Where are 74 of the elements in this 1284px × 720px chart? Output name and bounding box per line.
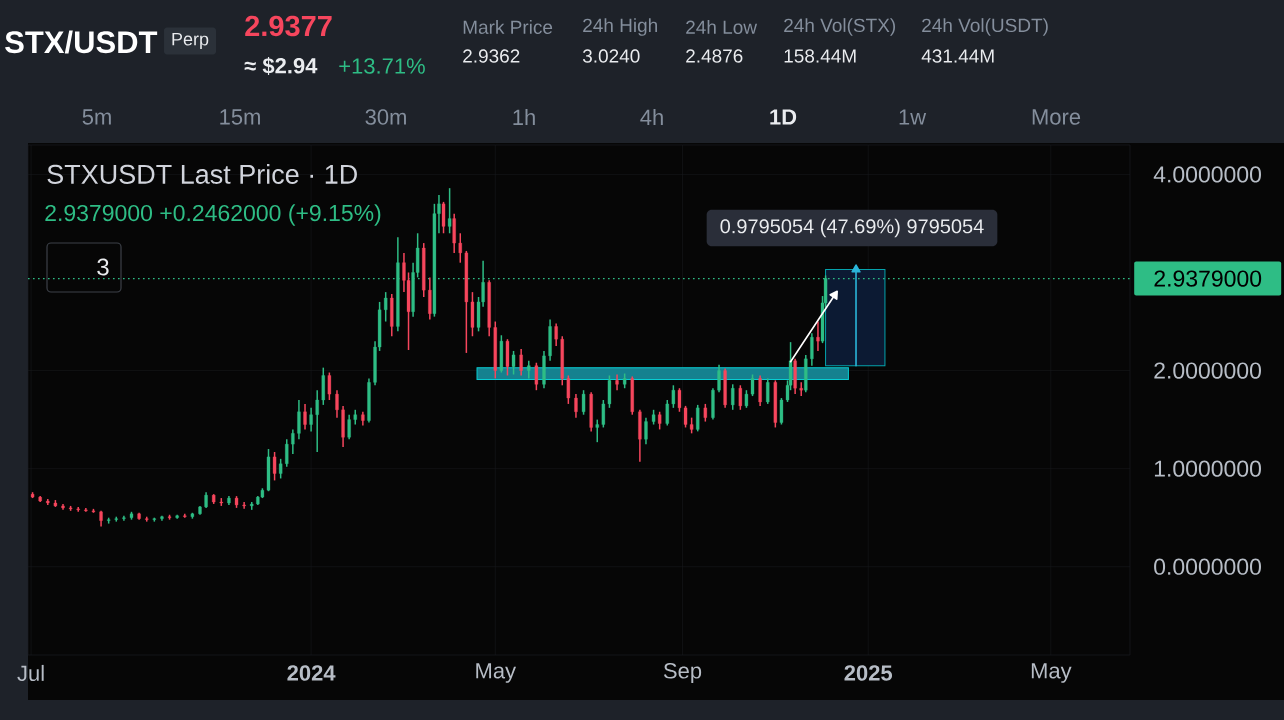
candlestick (810, 332, 814, 367)
candlestick (566, 374, 571, 405)
x-tick-label: May (1031, 663, 1072, 683)
text: ≈ $2.94 (244, 57, 318, 75)
candlestick (303, 403, 307, 431)
candlestick (458, 232, 462, 264)
text: 15m (220, 109, 260, 125)
annotation: 3 (97, 258, 109, 276)
candlestick (574, 393, 578, 419)
candlestick (717, 363, 721, 393)
text: 2.9377 (245, 15, 332, 37)
text: 3.0240 (582, 49, 640, 63)
y-tick-label: 2.0000000 (1154, 362, 1261, 379)
candlestick (766, 377, 770, 405)
candlestick (816, 320, 820, 352)
candlestick (581, 389, 586, 416)
y-tick-label: 4.0000000 (1153, 166, 1261, 183)
x-tick-label: Jul (17, 664, 44, 682)
annotation: 0.9795054 (47.69%) 9795054 (720, 218, 984, 238)
candlestick (554, 322, 558, 347)
text: More (1032, 109, 1081, 125)
candlestick (696, 404, 700, 433)
candlestick (285, 438, 289, 468)
text: 158.44M (784, 49, 856, 63)
text: 24h Low (686, 20, 758, 34)
candlestick (511, 350, 516, 376)
text: 431.44M (921, 49, 994, 63)
x-tick-label: May (476, 663, 517, 683)
candlestick (799, 381, 803, 397)
candlestick (519, 348, 523, 377)
text: Mark Price (463, 20, 553, 34)
candlestick (428, 276, 432, 321)
text: 24h Vol(STX) (784, 18, 896, 36)
x-tick-label: 2024 (287, 665, 336, 681)
text: 2.9362 (463, 49, 520, 63)
text: 1h (513, 109, 535, 125)
text: STXUSDT Last Price · 1D (47, 164, 357, 184)
candlestick (297, 399, 301, 440)
candlestick (335, 389, 339, 419)
candlestick (644, 416, 648, 445)
candlestick (315, 389, 319, 453)
candlestick (327, 371, 332, 401)
candlestick (595, 418, 599, 443)
text: 24h Vol(USDT) (922, 18, 1048, 36)
text: 24h High (583, 18, 657, 36)
candlestick (272, 451, 277, 482)
candlestick (447, 187, 452, 235)
candlestick (347, 413, 351, 440)
candlestick (534, 361, 539, 391)
text: 5m (82, 109, 111, 125)
candlestick (758, 374, 762, 407)
text: 2.9379000 +0.2462000 (+9.15%) (45, 204, 381, 226)
text: +13.71% (339, 58, 425, 74)
text: Perp (172, 32, 209, 50)
candlestick (291, 428, 295, 455)
candlestick (384, 291, 388, 323)
candlestick (279, 458, 283, 480)
x-tick-label: 2025 (844, 665, 893, 681)
y-tick-label: 0.0000000 (1154, 558, 1261, 575)
candlestick (441, 201, 446, 235)
candlestick (665, 399, 669, 427)
y-tick-label: 1.0000000 (1154, 460, 1261, 477)
text: 2.4876 (686, 49, 743, 63)
text: 1D (770, 109, 797, 125)
candlestick (731, 383, 735, 411)
candlestick (671, 384, 676, 409)
candlestick (738, 384, 743, 411)
candlestick (309, 407, 313, 433)
text: 4h (640, 109, 663, 125)
x-tick-label: Sep (663, 663, 702, 683)
text: 30m (365, 109, 406, 125)
text: STX/USDT (5, 30, 158, 54)
text: 1w (899, 109, 927, 125)
ref-line-label: 2.9379000 (1154, 270, 1262, 287)
